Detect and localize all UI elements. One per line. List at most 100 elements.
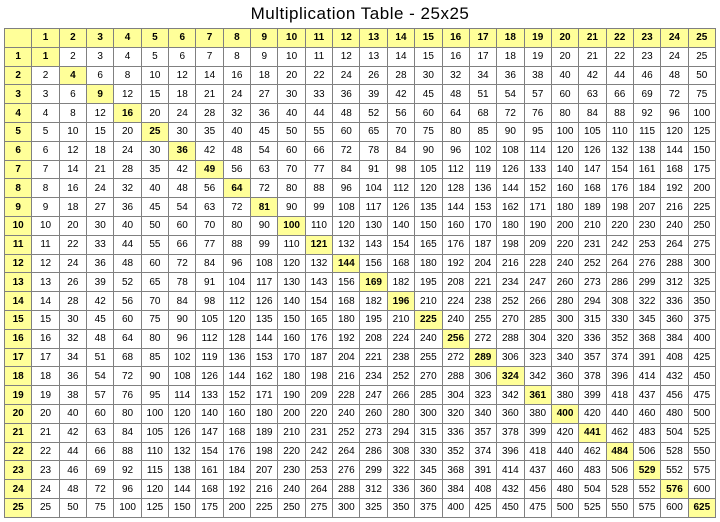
table-cell: 418	[524, 442, 551, 461]
table-cell: 288	[661, 254, 688, 273]
table-cell: 8	[59, 104, 86, 123]
table-cell: 49	[196, 160, 223, 179]
table-cell: 16	[59, 179, 86, 198]
row-header: 1	[5, 47, 32, 66]
table-cell: 143	[360, 235, 387, 254]
table-cell: 312	[661, 273, 688, 292]
table-cell: 90	[278, 198, 305, 217]
table-cell: 147	[196, 423, 223, 442]
table-cell: 105	[141, 423, 168, 442]
table-cell: 140	[387, 216, 414, 235]
table-cell: 184	[633, 179, 660, 198]
table-cell: 126	[169, 423, 196, 442]
table-cell: 192	[442, 254, 469, 273]
table-cell: 56	[223, 160, 250, 179]
table-cell: 200	[688, 179, 715, 198]
table-cell: 153	[469, 198, 496, 217]
table-cell: 105	[579, 122, 606, 141]
table-cell: 30	[278, 85, 305, 104]
table-cell: 90	[497, 122, 524, 141]
table-cell: 299	[633, 273, 660, 292]
table-cell: 60	[333, 122, 360, 141]
table-cell: 65	[360, 122, 387, 141]
table-cell: 336	[579, 329, 606, 348]
table-cell: 112	[196, 329, 223, 348]
table-cell: 14	[196, 66, 223, 85]
table-cell: 175	[688, 160, 715, 179]
table-cell: 15	[32, 310, 59, 329]
table-cell: 18	[251, 66, 278, 85]
table-cell: 69	[87, 461, 114, 480]
col-header: 4	[114, 29, 141, 48]
table-cell: 36	[114, 198, 141, 217]
table-cell: 120	[141, 480, 168, 499]
table-cell: 195	[360, 310, 387, 329]
table-cell: 98	[196, 292, 223, 311]
table-cell: 119	[196, 348, 223, 367]
table-cell: 128	[442, 179, 469, 198]
table-cell: 40	[114, 216, 141, 235]
table-cell: 96	[223, 254, 250, 273]
table-cell: 208	[442, 273, 469, 292]
table-cell: 76	[524, 104, 551, 123]
table-cell: 96	[661, 104, 688, 123]
table-cell: 32	[59, 329, 86, 348]
table-cell: 66	[305, 141, 332, 160]
table-cell: 529	[633, 461, 660, 480]
row-header: 9	[5, 198, 32, 217]
table-cell: 60	[415, 104, 442, 123]
table-cell: 112	[223, 292, 250, 311]
table-cell: 300	[415, 404, 442, 423]
table-cell: 90	[415, 141, 442, 160]
table-cell: 96	[169, 329, 196, 348]
table-cell: 231	[305, 423, 332, 442]
table-cell: 154	[305, 292, 332, 311]
table-cell: 308	[387, 442, 414, 461]
table-cell: 552	[633, 480, 660, 499]
table-cell: 88	[305, 179, 332, 198]
table-cell: 78	[360, 141, 387, 160]
table-cell: 170	[469, 216, 496, 235]
table-cell: 220	[551, 235, 578, 254]
table-cell: 340	[469, 404, 496, 423]
table-cell: 323	[469, 386, 496, 405]
table-cell: 14	[387, 47, 414, 66]
table-cell: 80	[141, 329, 168, 348]
table-cell: 483	[579, 461, 606, 480]
table-cell: 168	[579, 179, 606, 198]
table-cell: 57	[524, 85, 551, 104]
table-cell: 144	[442, 198, 469, 217]
table-cell: 12	[333, 47, 360, 66]
table-cell: 24	[59, 254, 86, 273]
table-cell: 324	[497, 367, 524, 386]
col-header: 20	[551, 29, 578, 48]
table-cell: 42	[59, 423, 86, 442]
table-cell: 60	[114, 310, 141, 329]
table-cell: 408	[469, 480, 496, 499]
table-cell: 70	[196, 216, 223, 235]
table-cell: 63	[196, 198, 223, 217]
table-cell: 92	[114, 461, 141, 480]
table-cell: 264	[606, 254, 633, 273]
table-cell: 21	[196, 85, 223, 104]
table-cell: 44	[114, 235, 141, 254]
table-cell: 133	[524, 160, 551, 179]
table-cell: 130	[278, 273, 305, 292]
table-cell: 165	[305, 310, 332, 329]
table-cell: 92	[633, 104, 660, 123]
table-cell: 176	[606, 179, 633, 198]
table-cell: 17	[32, 348, 59, 367]
table-cell: 16	[114, 104, 141, 123]
table-cell: 114	[524, 141, 551, 160]
table-cell: 220	[278, 442, 305, 461]
table-cell: 500	[688, 404, 715, 423]
table-cell: 312	[360, 480, 387, 499]
table-cell: 266	[524, 292, 551, 311]
table-cell: 30	[141, 141, 168, 160]
table-cell: 576	[661, 480, 688, 499]
table-cell: 375	[688, 310, 715, 329]
table-cell: 250	[278, 498, 305, 517]
table-cell: 221	[469, 273, 496, 292]
table-cell: 76	[114, 386, 141, 405]
table-cell: 187	[469, 235, 496, 254]
